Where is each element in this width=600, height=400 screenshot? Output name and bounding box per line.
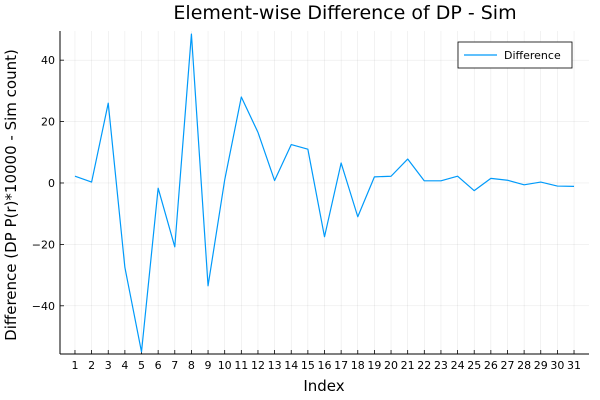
x-tick-label: 16 <box>318 359 332 372</box>
x-tick-label: 27 <box>500 359 514 372</box>
legend: Difference <box>457 41 573 69</box>
y-tick-label: 40 <box>41 54 55 67</box>
grid <box>60 31 589 354</box>
axes: 1 2 3 4 5 6 7 8 9 10 11 12 13 14 15 16 17 18 19 20 21 22 23 24 2… <box>32 31 589 372</box>
x-tick-label: 11 <box>234 359 248 372</box>
x-tick-label: 4 <box>121 359 128 372</box>
x-tick-label: 29 <box>534 359 548 372</box>
y-tick-label: −40 <box>32 300 55 313</box>
x-tick-label: 3 <box>105 359 112 372</box>
x-tick-label: 30 <box>550 359 564 372</box>
y-tick-label: 0 <box>48 177 55 190</box>
x-tick-label: 22 <box>417 359 431 372</box>
chart-title: Element-wise Difference of DP - Sim <box>173 2 516 24</box>
x-tick-label: 14 <box>284 359 298 372</box>
x-tick-label: 2 <box>88 359 95 372</box>
series-layer <box>74 33 575 353</box>
x-tick-label: 19 <box>367 359 381 372</box>
legend-entry: Difference <box>504 49 561 62</box>
x-tick-label: 18 <box>351 359 365 372</box>
x-tick-label: 28 <box>517 359 531 372</box>
x-tick-label: 12 <box>251 359 265 372</box>
y-axis-label: Difference (DP P(r)*10000 - Sim count) <box>2 49 20 341</box>
x-tick-label: 25 <box>467 359 481 372</box>
x-tick-label: 1 <box>71 359 78 372</box>
x-tick-label: 10 <box>218 359 232 372</box>
x-tick-label: 15 <box>301 359 315 372</box>
x-axis-label: Index <box>303 377 344 395</box>
x-tick-label: 23 <box>434 359 448 372</box>
x-tick-label: 21 <box>401 359 415 372</box>
x-tick-label: 7 <box>171 359 178 372</box>
x-tick-label: 13 <box>268 359 282 372</box>
x-tick-label: 6 <box>155 359 162 372</box>
x-tick-label: 8 <box>188 359 195 372</box>
x-tick-label: 31 <box>567 359 581 372</box>
x-tick-label: 24 <box>451 359 465 372</box>
series-line <box>74 33 575 353</box>
x-tick-label: 17 <box>334 359 348 372</box>
y-tick-label: −20 <box>32 238 55 251</box>
x-tick-label: 9 <box>205 359 212 372</box>
x-tick-label: 20 <box>384 359 398 372</box>
y-tick-label: 20 <box>41 116 55 129</box>
x-tick-label: 26 <box>484 359 498 372</box>
x-tick-label: 5 <box>138 359 145 372</box>
